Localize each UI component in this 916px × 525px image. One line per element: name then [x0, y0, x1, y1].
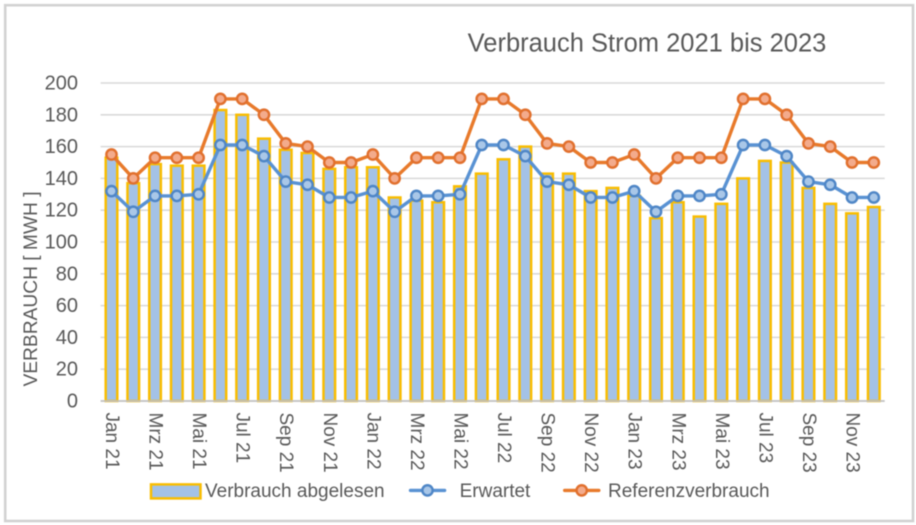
svg-text:40: 40 — [56, 327, 78, 349]
svg-text:Jan 22: Jan 22 — [362, 413, 383, 470]
svg-text:20: 20 — [56, 359, 78, 381]
svg-text:Jan 21: Jan 21 — [101, 413, 122, 470]
svg-text:Mai 22: Mai 22 — [449, 413, 470, 470]
svg-text:80: 80 — [56, 263, 78, 285]
svg-text:100: 100 — [45, 232, 78, 254]
svg-text:Erwartet: Erwartet — [460, 481, 531, 502]
svg-text:Nov 21: Nov 21 — [319, 413, 340, 473]
svg-text:180: 180 — [45, 104, 78, 126]
svg-text:Mrz 22: Mrz 22 — [406, 413, 427, 471]
svg-text:Jul 21: Jul 21 — [232, 413, 253, 464]
svg-text:VERBRAUCH [ MWH ]: VERBRAUCH [ MWH ] — [21, 191, 42, 386]
svg-text:Verbrauch abgelesen: Verbrauch abgelesen — [205, 481, 385, 502]
svg-text:Sep 21: Sep 21 — [275, 413, 296, 473]
svg-text:Jul 23: Jul 23 — [754, 413, 775, 464]
svg-text:60: 60 — [56, 295, 78, 317]
svg-text:Jan 23: Jan 23 — [624, 413, 645, 470]
svg-text:Verbrauch Strom 2021 bis 2023: Verbrauch Strom 2021 bis 2023 — [468, 30, 827, 58]
svg-text:0: 0 — [67, 391, 78, 413]
svg-text:Mrz 23: Mrz 23 — [667, 413, 688, 471]
svg-text:Mai 23: Mai 23 — [711, 413, 732, 470]
svg-text:Referenzverbrauch: Referenzverbrauch — [608, 481, 770, 502]
svg-text:Sep 22: Sep 22 — [537, 413, 558, 473]
svg-text:Mrz 21: Mrz 21 — [145, 413, 166, 471]
svg-text:Jul 22: Jul 22 — [493, 413, 514, 464]
svg-text:Nov 22: Nov 22 — [580, 413, 601, 473]
svg-text:Nov 23: Nov 23 — [842, 413, 863, 473]
svg-text:160: 160 — [45, 136, 78, 158]
svg-text:Mai 21: Mai 21 — [188, 413, 209, 470]
svg-text:Sep 23: Sep 23 — [798, 413, 819, 473]
svg-text:200: 200 — [45, 73, 78, 95]
svg-text:120: 120 — [45, 200, 78, 222]
svg-text:140: 140 — [45, 168, 78, 190]
